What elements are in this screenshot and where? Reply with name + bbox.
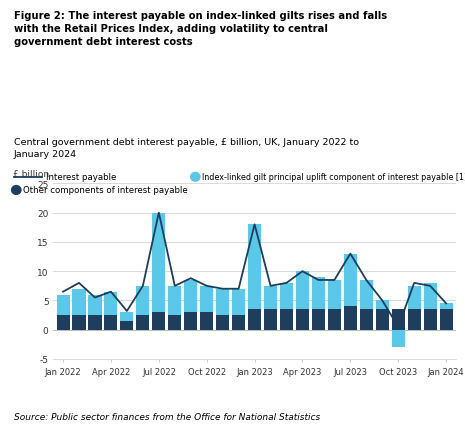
Bar [280, 283, 293, 310]
Text: Figure 2: The interest payable on index-linked gilts rises and falls
with the Re: Figure 2: The interest payable on index-… [14, 11, 387, 46]
Bar [439, 310, 452, 330]
Bar [200, 286, 213, 312]
Bar [57, 295, 70, 315]
Bar [152, 213, 166, 312]
Bar [73, 315, 86, 330]
Text: Central government debt interest payable, £ billion, UK, January 2022 to
January: Central government debt interest payable… [14, 138, 359, 159]
Bar [312, 310, 325, 330]
Bar [328, 310, 341, 330]
Bar [312, 277, 325, 310]
Bar [216, 289, 229, 315]
Bar [392, 330, 405, 347]
Bar [424, 310, 437, 330]
Bar [104, 292, 118, 315]
Bar [88, 315, 101, 330]
Bar [296, 310, 309, 330]
Bar [73, 289, 86, 315]
Bar [200, 312, 213, 330]
Text: £ billion: £ billion [13, 170, 49, 179]
Bar [232, 289, 245, 315]
Bar [216, 315, 229, 330]
Bar [248, 225, 261, 310]
Bar [344, 254, 357, 307]
Bar [408, 286, 421, 310]
Bar [120, 321, 133, 330]
Bar [296, 272, 309, 310]
Text: Interest payable: Interest payable [46, 173, 117, 182]
Bar [184, 280, 197, 312]
Bar [376, 310, 389, 330]
Bar [168, 315, 181, 330]
Bar [232, 315, 245, 330]
Bar [136, 315, 149, 330]
Bar [360, 280, 373, 310]
Text: Source: Public sector finances from the Office for National Statistics: Source: Public sector finances from the … [14, 412, 320, 421]
Bar [280, 310, 293, 330]
Bar [344, 307, 357, 330]
Bar [152, 312, 166, 330]
Bar [88, 295, 101, 315]
Bar [392, 310, 405, 330]
Bar [136, 286, 149, 315]
Bar [104, 315, 118, 330]
Text: Other components of interest payable: Other components of interest payable [23, 186, 188, 195]
Bar [360, 310, 373, 330]
Bar [57, 315, 70, 330]
Bar [168, 286, 181, 315]
Bar [328, 280, 341, 310]
Bar [248, 310, 261, 330]
Text: Index-linked gilt principal uplift component of interest payable [1]: Index-linked gilt principal uplift compo… [202, 173, 465, 182]
Bar [120, 312, 133, 321]
Bar [408, 310, 421, 330]
Bar [439, 304, 452, 310]
Bar [376, 301, 389, 310]
Bar [264, 310, 277, 330]
Bar [424, 283, 437, 310]
Bar [264, 286, 277, 310]
Bar [184, 312, 197, 330]
